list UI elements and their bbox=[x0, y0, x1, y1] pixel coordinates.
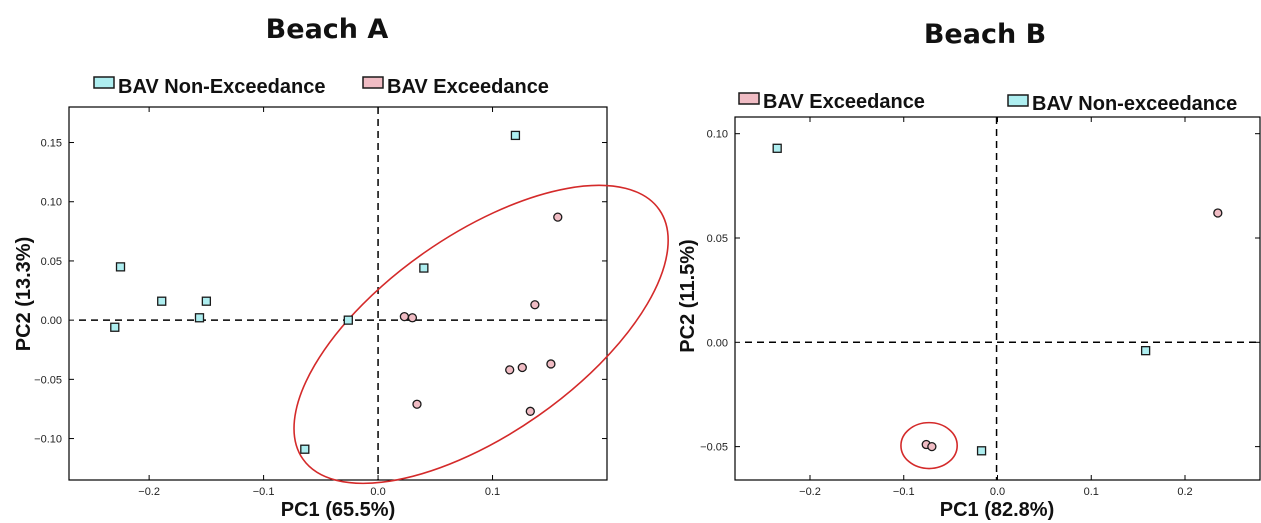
y-tick-label: 0.05 bbox=[41, 256, 62, 268]
data-points-beach-a bbox=[110, 130, 563, 454]
legend-label-non-exceedance: BAV Non-Exceedance bbox=[118, 76, 325, 98]
legend-swatch-exceedance bbox=[362, 76, 384, 89]
y-tick-label: −0.05 bbox=[34, 374, 62, 386]
legend-swatch-exceedance bbox=[738, 92, 760, 105]
x-tick-label: −0.2 bbox=[799, 486, 821, 498]
point-exceedance bbox=[505, 365, 515, 375]
chart-beach-b: Beach B BAV Exceedance BAV Non-exceedanc… bbox=[677, 19, 1261, 521]
x-tick-label: 0.1 bbox=[485, 486, 500, 498]
x-tick-label: 0.0 bbox=[990, 486, 1005, 498]
y-tick-label: 0.05 bbox=[707, 233, 728, 245]
x-tick-label: −0.1 bbox=[893, 486, 915, 498]
x-tick-label: 0.2 bbox=[1177, 486, 1192, 498]
y-tick-label: −0.10 bbox=[34, 434, 62, 446]
y-tick-label: 0.15 bbox=[41, 138, 62, 150]
legend-beach-a: BAV Non-Exceedance BAV Exceedance bbox=[93, 76, 549, 98]
y-axis-label-beach-a: PC2 (13.3%) bbox=[13, 237, 35, 352]
y-tick-label: −0.05 bbox=[700, 442, 728, 454]
y-tick-label: 0.10 bbox=[707, 129, 728, 141]
legend-label-exceedance: BAV Exceedance bbox=[763, 91, 925, 113]
chart-title-beach-a: Beach A bbox=[266, 14, 389, 45]
legend-label-exceedance: BAV Exceedance bbox=[387, 76, 549, 98]
cluster-ellipse-beach-b bbox=[900, 421, 958, 470]
exceedance-cluster-ellipse bbox=[293, 184, 669, 485]
point-exceedance bbox=[412, 399, 422, 409]
x-tick-label: −0.1 bbox=[253, 486, 275, 498]
legend-swatch-non-exceedance bbox=[93, 76, 115, 89]
axis-ticks-beach-b: −0.2 −0.1 0.0 0.1 0.2 −0.05 0.00 0.05 0.10 bbox=[700, 117, 1260, 498]
point-exceedance bbox=[525, 406, 535, 416]
reference-lines-beach-b bbox=[745, 117, 1256, 480]
legend-beach-b: BAV Exceedance BAV Non-exceedance bbox=[738, 91, 1237, 115]
exceedance-cluster-ellipse bbox=[900, 421, 958, 470]
point-exceedance bbox=[927, 441, 937, 452]
axis-ticks-beach-a: −0.2 −0.1 0.0 0.1 −0.10 −0.05 0.00 0.05 0.10 0.15 bbox=[34, 107, 607, 498]
chart-title-beach-b: Beach B bbox=[924, 19, 1046, 50]
plot-frame-beach-b bbox=[734, 116, 1261, 481]
point-non-exceedance bbox=[110, 322, 120, 332]
point-exceedance bbox=[553, 212, 563, 222]
y-axis-label-beach-b: PC2 (11.5%) bbox=[677, 239, 699, 352]
point-exceedance bbox=[530, 300, 540, 310]
point-non-exceedance bbox=[1140, 346, 1151, 356]
y-tick-label: 0.00 bbox=[41, 315, 62, 327]
point-exceedance bbox=[399, 311, 410, 322]
point-exceedance bbox=[407, 313, 418, 323]
data-points-beach-b bbox=[772, 143, 1223, 456]
point-non-exceedance bbox=[115, 262, 126, 272]
point-exceedance bbox=[1213, 208, 1223, 218]
point-non-exceedance bbox=[300, 444, 310, 454]
point-non-exceedance bbox=[194, 313, 205, 323]
y-tick-label: 0.10 bbox=[41, 197, 62, 209]
point-non-exceedance bbox=[510, 130, 521, 141]
point-non-exceedance bbox=[343, 315, 353, 325]
point-non-exceedance bbox=[201, 296, 212, 306]
legend-swatch-non-exceedance bbox=[1007, 94, 1029, 107]
x-axis-label-beach-b: PC1 (82.8%) bbox=[940, 499, 1055, 521]
chart-beach-a: Beach A BAV Non-Exceedance BAV Exceedanc… bbox=[13, 14, 669, 521]
x-axis-label-beach-a: PC1 (65.5%) bbox=[281, 499, 396, 521]
point-non-exceedance bbox=[419, 263, 429, 273]
point-non-exceedance bbox=[772, 143, 782, 153]
y-tick-label: 0.00 bbox=[707, 337, 728, 349]
legend-label-non-exceedance: BAV Non-exceedance bbox=[1032, 93, 1237, 115]
point-exceedance bbox=[517, 362, 527, 373]
reference-lines-beach-a bbox=[79, 107, 603, 480]
x-tick-label: 0.0 bbox=[370, 486, 385, 498]
point-exceedance bbox=[546, 359, 556, 369]
point-non-exceedance bbox=[157, 296, 167, 306]
x-tick-label: −0.2 bbox=[138, 486, 160, 498]
x-tick-label: 0.1 bbox=[1084, 486, 1099, 498]
cluster-ellipse-beach-a bbox=[293, 184, 669, 485]
point-non-exceedance bbox=[976, 446, 987, 456]
